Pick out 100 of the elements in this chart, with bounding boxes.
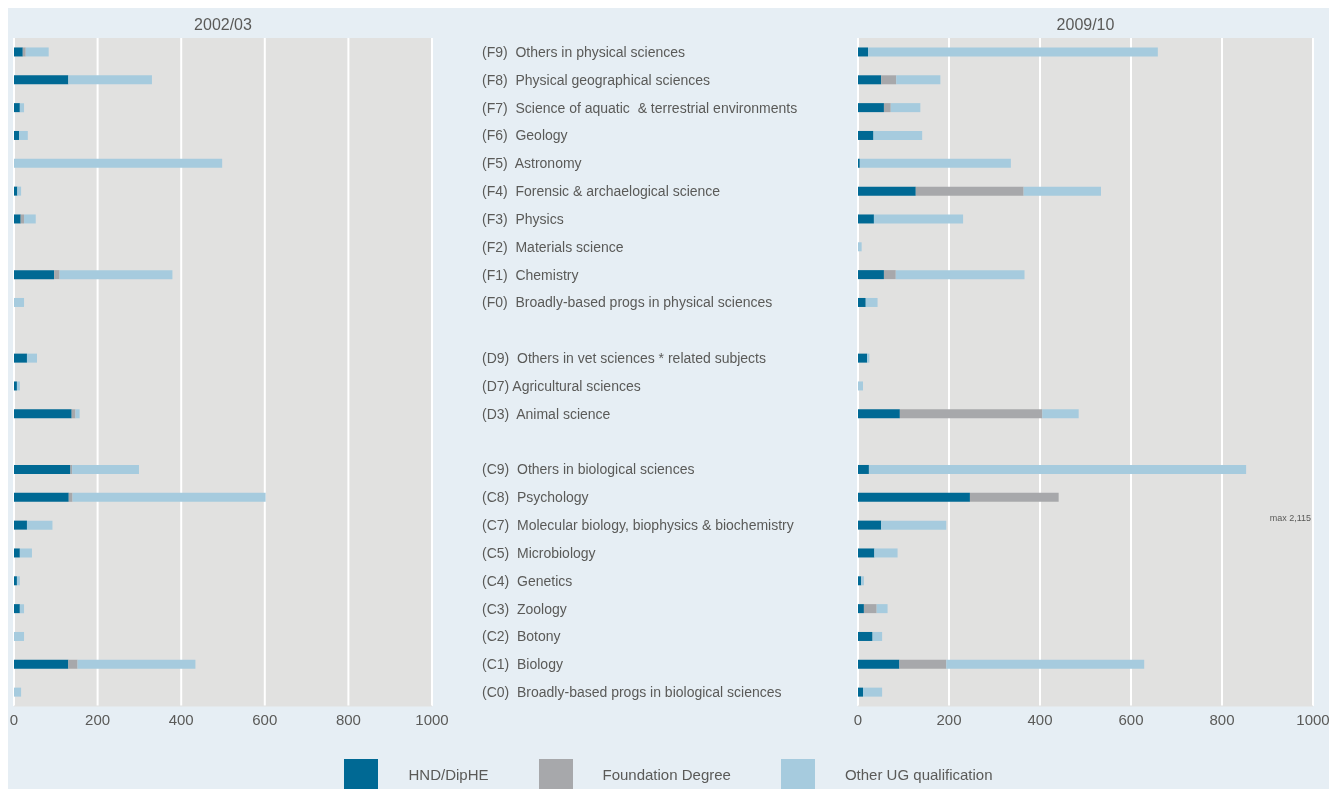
- bar: [77, 659, 196, 669]
- y-tick-label: (C1) Biology: [482, 656, 563, 673]
- bar: [14, 75, 69, 85]
- bar: [14, 409, 72, 419]
- bar: [872, 631, 883, 641]
- bar: [1042, 409, 1079, 419]
- x-tick-label: 800: [335, 710, 361, 728]
- x-tick-label: 200: [85, 710, 111, 728]
- y-tick-label: (C2) Botony: [482, 628, 561, 645]
- bar: [14, 270, 55, 280]
- bar: [68, 659, 78, 669]
- bar: [14, 353, 27, 363]
- y-tick-label: (F3) Physics: [482, 210, 564, 227]
- bar: [859, 158, 1011, 168]
- bar: [14, 464, 71, 474]
- bar: [858, 214, 874, 224]
- bar: [858, 548, 875, 558]
- bar: [858, 492, 970, 502]
- bar: [858, 270, 884, 280]
- bar: [72, 492, 266, 502]
- x-tick-label: 600: [252, 710, 278, 728]
- x-tick-label: 800: [1209, 710, 1235, 728]
- bar: [68, 492, 73, 502]
- bar: [858, 659, 900, 669]
- y-tick-label: (F0) Broadly-based progs in physical sciences: [482, 294, 773, 311]
- bar: [881, 75, 897, 85]
- bar: [858, 130, 874, 140]
- y-tick-label: (C5) Microbiology: [482, 544, 596, 561]
- bar: [858, 631, 873, 641]
- y-tick-label: (C0) Broadly-based progs in biological sciences: [482, 684, 782, 701]
- bar: [969, 492, 1059, 502]
- bar: [26, 353, 37, 363]
- bar: [858, 186, 916, 196]
- bar: [14, 103, 20, 113]
- bar: [896, 75, 941, 85]
- y-tick-label: (F2) Materials science: [482, 238, 624, 255]
- bar: [22, 47, 26, 57]
- y-tick-label: (F5) Astronomy: [482, 155, 582, 172]
- bar: [873, 130, 923, 140]
- bar: [858, 242, 862, 252]
- bar: [858, 75, 882, 85]
- bar: [19, 604, 25, 614]
- bar: [14, 47, 23, 57]
- bar: [881, 520, 947, 530]
- y-tick-label: (F8) Physical geographical sciences: [482, 71, 710, 88]
- y-tick-label: (F1) Chemistry: [482, 266, 579, 283]
- bar: [863, 687, 883, 697]
- bar: [14, 548, 20, 558]
- y-tick-label: (D9) Others in vet sciences * related subjects: [482, 350, 767, 367]
- chart-title: 2002/03: [193, 15, 253, 35]
- y-tick-label: (F9) Others in physical sciences: [482, 43, 686, 60]
- y-tick-label: (F4) Forensic & archaelogical science: [482, 183, 721, 200]
- x-tick-label: 400: [168, 710, 194, 728]
- bar: [858, 381, 864, 391]
- y-tick-label: (C8) Psychology: [482, 489, 589, 506]
- x-tick-label: 0: [853, 710, 863, 728]
- bar: [883, 103, 891, 113]
- y-tick-label: (C9) Others in biological sciences: [482, 461, 695, 478]
- legend-label: Foundation Degree: [602, 765, 731, 783]
- y-tick-label: (D7) Agricultural sciences: [482, 377, 641, 394]
- bar: [899, 659, 947, 669]
- bar: [874, 548, 898, 558]
- annotation: max 2,115: [1269, 513, 1311, 524]
- bar: [946, 659, 1145, 669]
- bar: [867, 353, 870, 363]
- bar: [858, 103, 884, 113]
- y-tick-label: (F7) Science of aquatic & terrestrial environments: [482, 99, 798, 116]
- bar: [17, 186, 22, 196]
- bar: [75, 409, 80, 419]
- bar: [868, 47, 1158, 57]
- bar: [14, 297, 25, 307]
- x-tick-label: 1000: [415, 710, 449, 728]
- bar: [24, 214, 36, 224]
- bar: [19, 130, 28, 140]
- bar: [858, 464, 869, 474]
- bar: [1023, 186, 1101, 196]
- bar: [873, 214, 964, 224]
- y-tick-label: (C3) Zoology: [482, 600, 567, 617]
- bar: [19, 548, 32, 558]
- bar: [858, 409, 900, 419]
- bar: [19, 103, 25, 113]
- bar: [14, 214, 21, 224]
- bar: [868, 464, 1247, 474]
- bar: [858, 520, 882, 530]
- bar: [14, 520, 27, 530]
- bar: [899, 409, 1043, 419]
- x-tick-label: 1000: [1296, 710, 1330, 728]
- bar: [890, 103, 921, 113]
- bar: [72, 464, 139, 474]
- bar: [26, 520, 53, 530]
- bar: [915, 186, 1024, 196]
- bar: [14, 130, 20, 140]
- chart-title: 2009/10: [1055, 15, 1116, 35]
- legend-label: Other UG qualification: [844, 765, 993, 783]
- bar: [14, 631, 25, 641]
- x-tick-label: 200: [936, 710, 962, 728]
- bar: [876, 604, 888, 614]
- bar: [14, 659, 69, 669]
- bar: [14, 492, 69, 502]
- bar: [858, 47, 869, 57]
